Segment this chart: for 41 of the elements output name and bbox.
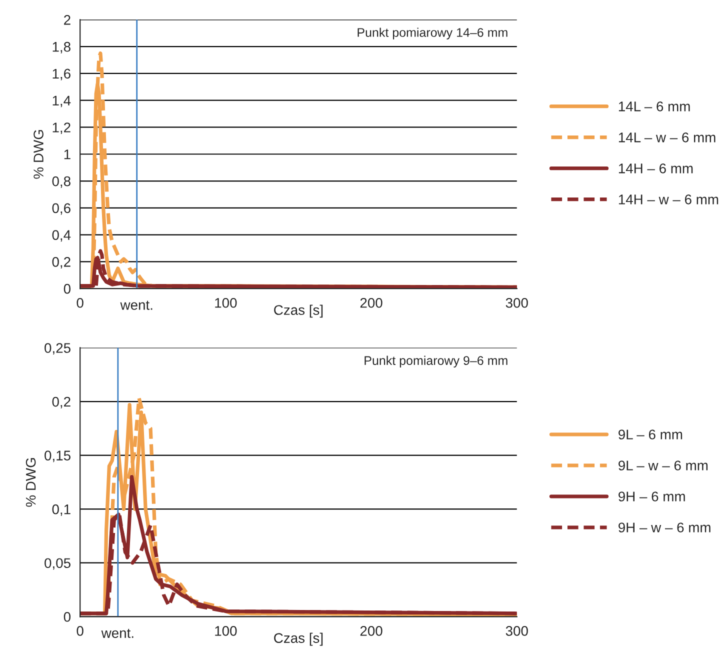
legend-label: 14H – 6 mm (618, 164, 693, 174)
y-tick-label: 2 (64, 15, 70, 25)
y-tick-label: 0,8 (52, 176, 70, 188)
x-tick-label: 0 (76, 626, 84, 636)
y-axis-title: % DWG (34, 130, 44, 179)
annotation: Punkt pomiarowy 14–6 mm (358, 28, 508, 40)
legend-label: 9H – w – 6 mm (618, 522, 710, 532)
legend-label: 14L – w – 6 mm (618, 132, 716, 142)
y-tick-label: 0,2 (52, 396, 70, 408)
y-tick-label: 0,15 (44, 450, 70, 462)
y-tick-label: 0,6 (52, 203, 70, 215)
annotation: Punkt pomiarowy 9–6 mm (364, 356, 508, 368)
y-tick-label: 0 (64, 284, 71, 294)
x-tick-label: 100 (215, 626, 237, 636)
x-tick-label: 200 (360, 298, 382, 308)
y-tick-label: 1,8 (52, 42, 70, 54)
y-tick-label: 1 (64, 150, 70, 160)
y-tick-label: 0 (64, 612, 71, 622)
x-tick-label: 300 (506, 626, 528, 636)
y-tick-label: 0,2 (52, 257, 70, 268)
legend-label: 9H – 6 mm (618, 492, 685, 502)
x-axis-title: Czas [s] (274, 632, 323, 646)
y-tick-label: 1,4 (52, 96, 71, 108)
ref-line-label: went. (101, 628, 134, 638)
legend-label: 14L – 6 mm (618, 102, 690, 112)
y-tick-label: 1,6 (52, 68, 70, 80)
x-tick-label: 0 (76, 298, 84, 308)
y-tick-label: 0,25 (44, 343, 70, 355)
y-tick-label: 0,05 (44, 558, 70, 570)
x-tick-label: 200 (360, 626, 382, 636)
legend-label: 14H – w – 6 mm (618, 194, 718, 204)
legend-label: 9L – w – 6 mm (618, 460, 708, 470)
y-tick-label: 0,4 (52, 230, 71, 242)
x-tick-label: 100 (215, 298, 237, 308)
x-axis-title: Czas [s] (274, 304, 323, 318)
ref-line-label: went. (120, 300, 152, 310)
x-tick-label: 300 (506, 298, 528, 308)
y-tick-label: 1,2 (52, 122, 70, 134)
y-axis-title: % DWG (26, 458, 36, 507)
legend-label: 9L – 6 mm (618, 430, 682, 440)
y-tick-label: 0,1 (52, 504, 70, 516)
